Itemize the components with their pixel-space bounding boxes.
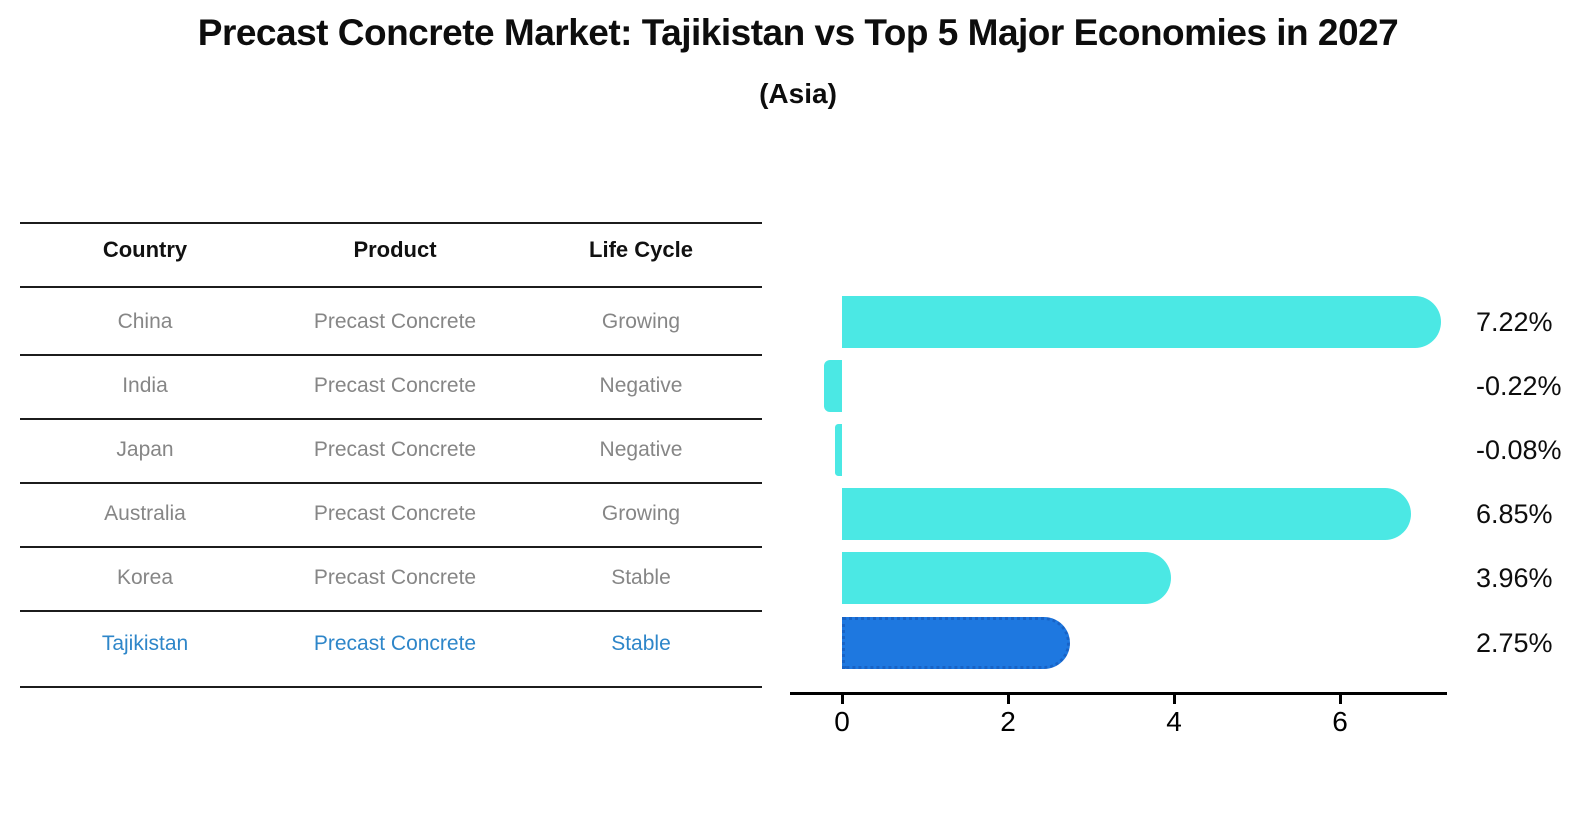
value-label-india: -0.22% [1476,371,1562,401]
cell-lifecycle: Growing [601,502,681,525]
table-row-divider [20,354,762,356]
bar-australia [842,488,1411,540]
table-row-japan: Japan Precast Concrete Negative [20,434,762,466]
table-header-row: Country Product Life Cycle [20,232,762,268]
table-row-divider [20,418,762,420]
table-row-australia: Australia Precast Concrete Growing [20,498,762,530]
cell-product: Precast Concrete [313,632,477,655]
value-label-tajikistan: 2.75% [1476,628,1553,658]
cell-country: China [117,310,173,333]
table-row-divider [20,482,762,484]
cell-lifecycle: Negative [599,438,683,461]
table-border-bottom [20,686,762,688]
x-tick-label-2: 2 [1000,706,1016,737]
x-tick-mark-4 [1172,695,1176,704]
bar-china [842,296,1442,348]
table-row-india: India Precast Concrete Negative [20,370,762,402]
x-tick-label-6: 6 [1332,706,1348,737]
x-tick-mark-0 [840,695,844,704]
table-row-tajikistan: Tajikistan Precast Concrete Stable [20,628,762,660]
cell-lifecycle: Stable [611,632,671,655]
column-header-country: Country [102,237,188,262]
value-label-japan: -0.08% [1476,435,1562,465]
table-row-divider [20,610,762,612]
cell-lifecycle: Negative [599,374,683,397]
value-label-korea: 3.96% [1476,563,1553,593]
x-tick-label-4: 4 [1166,706,1182,737]
x-tick-mark-6 [1338,695,1342,704]
cell-country: Tajikistan [101,632,189,655]
cell-country: Japan [116,438,174,461]
x-tick-mark-2 [1006,695,1010,704]
cell-product: Precast Concrete [313,502,477,525]
table-row-korea: Korea Precast Concrete Stable [20,562,762,594]
column-header-lifecycle: Life Cycle [589,237,693,262]
cell-product: Precast Concrete [313,438,477,461]
bar-korea [842,552,1171,604]
table-row-china: China Precast Concrete Growing [20,306,762,338]
page-subtitle: (Asia) [759,78,837,109]
cell-lifecycle: Growing [601,310,681,333]
x-tick-label-0: 0 [834,706,850,737]
table-border-top [20,222,762,224]
cell-country: Korea [116,566,174,589]
table-row-divider [20,546,762,548]
x-axis-line [790,692,1447,695]
value-label-australia: 6.85% [1476,499,1553,529]
table-header-divider [20,286,762,288]
cell-product: Precast Concrete [313,310,477,333]
bar-japan [835,424,842,476]
cell-product: Precast Concrete [313,374,477,397]
value-label-china: 7.22% [1476,307,1553,337]
page-title: Precast Concrete Market: Tajikistan vs T… [197,12,1399,53]
bar-india [823,360,842,412]
cell-lifecycle: Stable [611,566,671,589]
cell-country: India [122,374,168,397]
cell-country: Australia [104,502,186,525]
cell-product: Precast Concrete [313,566,477,589]
column-header-product: Product [353,237,437,262]
bar-tajikistan [842,617,1071,669]
